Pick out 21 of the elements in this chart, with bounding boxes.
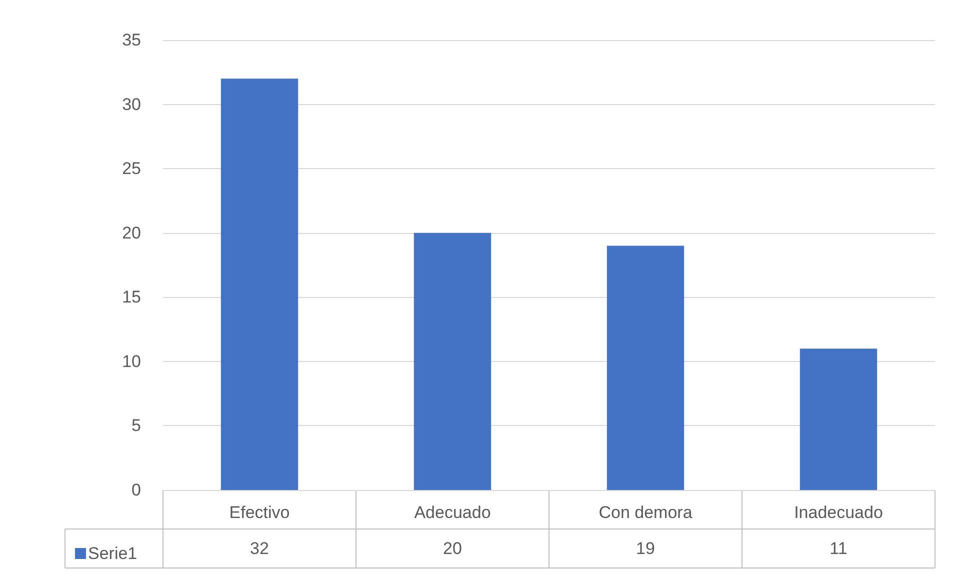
legend-label: Serie1: [88, 544, 138, 563]
data-label: 11: [830, 539, 848, 558]
x-tick-label: Con demora: [598, 503, 693, 522]
bar: [220, 78, 298, 490]
y-tick-label: 5: [132, 416, 141, 436]
y-tick-label: 35: [122, 30, 141, 50]
data-label: 19: [636, 539, 655, 558]
y-tick-label: 25: [122, 159, 141, 178]
data-label: 20: [443, 539, 462, 558]
bar: [800, 348, 878, 490]
y-tick-label: 20: [122, 223, 141, 242]
y-tick-label: 15: [122, 288, 141, 307]
x-tick-label: Efectivo: [229, 503, 290, 522]
y-tick-label: 30: [122, 94, 141, 114]
y-tick-label: 0: [132, 480, 141, 500]
data-label: 32: [250, 539, 269, 558]
bar: [414, 232, 492, 490]
y-tick-label: 10: [122, 352, 141, 371]
x-tick-label: Inadecuado: [794, 503, 883, 522]
bar: [606, 246, 684, 490]
x-tick-label: Adecuado: [414, 503, 491, 522]
